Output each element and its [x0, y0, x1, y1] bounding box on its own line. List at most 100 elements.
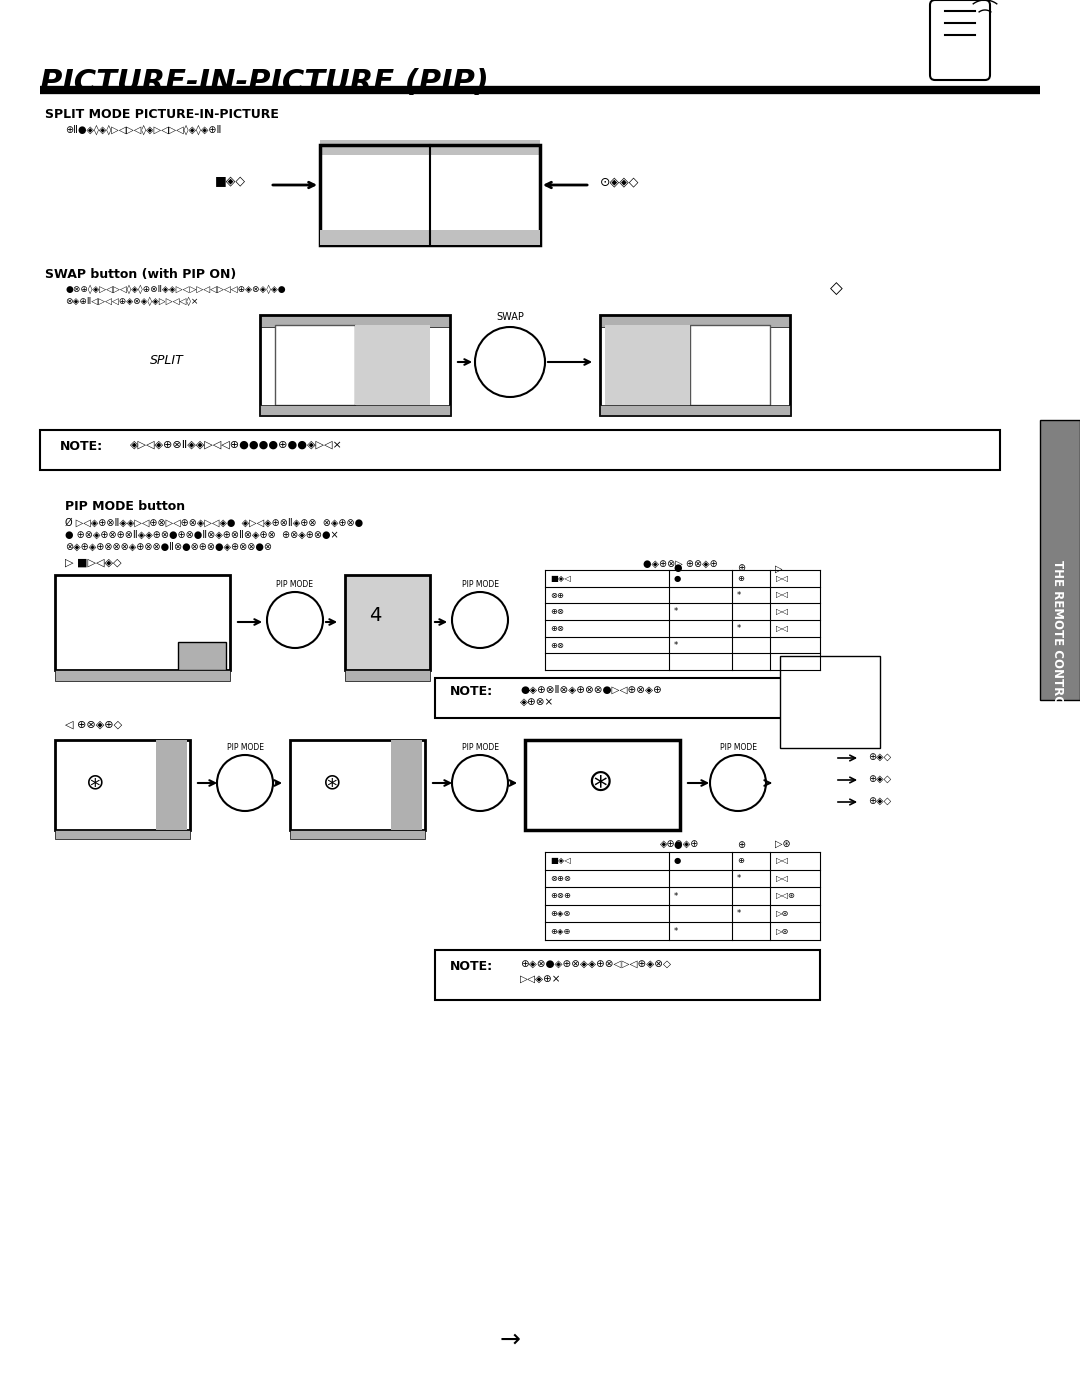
Text: NOTE:: NOTE:: [450, 960, 494, 972]
Bar: [780, 657, 880, 747]
Text: ▷◁: ▷◁: [775, 574, 788, 583]
Text: ▷◁⊛: ▷◁⊛: [775, 891, 796, 901]
Text: PIP MODE: PIP MODE: [227, 743, 264, 752]
Bar: [55, 740, 190, 830]
Text: ■◈◁: ■◈◁: [550, 856, 571, 865]
Text: PIP MODE: PIP MODE: [276, 580, 313, 590]
Bar: [391, 740, 422, 830]
Text: ▷◁: ▷◁: [775, 875, 788, 883]
Text: ⊕◈◇: ⊕◈◇: [868, 753, 891, 763]
Text: ◈⊕⊗◈⊕: ◈⊕⊗◈⊕: [660, 840, 700, 849]
Bar: [600, 314, 789, 327]
Circle shape: [710, 754, 766, 812]
Bar: [345, 671, 430, 682]
Bar: [320, 140, 540, 155]
Text: ●: ●: [674, 563, 683, 573]
Bar: [275, 326, 355, 405]
Circle shape: [217, 754, 273, 812]
Text: ⊕◈⊗: ⊕◈⊗: [550, 909, 570, 918]
Text: ⊕: ⊕: [737, 574, 744, 583]
Text: ⊕◈⊗●◈⊕⊗◈◈⊕⊗◁▷◁⊕◈⊗◇: ⊕◈⊗●◈⊕⊗◈◈⊕⊗◁▷◁⊕◈⊗◇: [519, 960, 671, 970]
Text: SWAP button (with PIP ON): SWAP button (with PIP ON): [45, 268, 237, 281]
Bar: [157, 740, 187, 830]
Text: ●⊗⊕◊◈▷◁▷◁◊◈◊⊕⊗Ⅱ◈◈▷◁▷▷◁◁▷◁◁⊕◈⊗◈◊◈●: ●⊗⊕◊◈▷◁▷◁◊◈◊⊕⊗Ⅱ◈◈▷◁▷▷◁◁▷◁◁⊕◈⊗◈◊◈●: [65, 285, 285, 295]
Text: Ø ▷◁◈⊕⊗Ⅱ◈◈▷◁⊕⊗▷◁⊕⊗◈▷◁◈●  ◈▷◁◈⊕⊗Ⅱ◈⊕⊗  ⊗◈⊕⊗●: Ø ▷◁◈⊕⊗Ⅱ◈◈▷◁⊕⊗▷◁⊕⊗◈▷◁◈● ◈▷◁◈⊕⊗Ⅱ◈⊕⊗ ⊗◈⊕⊗●: [65, 518, 363, 528]
Bar: [600, 405, 789, 415]
Text: ⊕: ⊕: [737, 563, 745, 573]
Text: PIP MODE: PIP MODE: [719, 743, 756, 752]
Text: SPLIT MODE PICTURE-IN-PICTURE: SPLIT MODE PICTURE-IN-PICTURE: [45, 108, 279, 122]
Bar: [600, 314, 789, 415]
Text: PICTURE-IN-PICTURE (PIP): PICTURE-IN-PICTURE (PIP): [40, 68, 489, 96]
Bar: [55, 830, 190, 840]
Text: ▷: ▷: [775, 563, 783, 573]
Bar: [1040, 420, 1080, 700]
Text: ▷◁◈⊕×: ▷◁◈⊕×: [519, 975, 562, 985]
Bar: [291, 740, 426, 830]
Text: ▷◁: ▷◁: [775, 591, 788, 599]
Bar: [40, 430, 1000, 469]
Text: ◈⊕⊗×: ◈⊕⊗×: [519, 698, 554, 708]
Bar: [690, 326, 770, 405]
Text: ■◈◁: ■◈◁: [550, 574, 571, 583]
Text: *: *: [737, 909, 741, 918]
Text: ● ⊕⊗◈⊕⊗⊕⊗Ⅱ◈◈⊕⊗●⊕⊗●Ⅱ⊗◈⊕⊗Ⅱ⊗◈⊕⊗  ⊕⊗◈⊕⊗●×: ● ⊕⊗◈⊕⊗⊕⊗Ⅱ◈◈⊕⊗●⊕⊗●Ⅱ⊗◈⊕⊗Ⅱ⊗◈⊕⊗ ⊕⊗◈⊕⊗●×: [65, 529, 339, 541]
Text: ◈▷◁◈⊕⊗Ⅱ◈◈▷◁◁⊕●●●●⊕●●◈▷◁×: ◈▷◁◈⊕⊗Ⅱ◈◈▷◁◁⊕●●●●⊕●●◈▷◁×: [130, 440, 342, 450]
Text: ⊕⊗: ⊕⊗: [550, 608, 564, 616]
Text: *: *: [674, 891, 678, 901]
Text: ▷◁: ▷◁: [775, 624, 788, 633]
Text: ⊛: ⊛: [85, 773, 105, 792]
Text: ■◈◇: ■◈◇: [215, 175, 246, 189]
Text: PIP MODE button: PIP MODE button: [65, 500, 185, 513]
Bar: [291, 830, 426, 840]
Text: ●: ●: [674, 856, 681, 865]
Text: *: *: [674, 926, 678, 936]
Text: *: *: [737, 591, 741, 599]
Text: ⊛: ⊛: [323, 773, 341, 792]
Text: ⊕◈⊕: ⊕◈⊕: [550, 926, 570, 936]
Bar: [435, 950, 820, 1000]
Bar: [260, 314, 450, 327]
Bar: [55, 671, 230, 682]
Text: *: *: [674, 640, 678, 650]
Bar: [345, 576, 430, 671]
Text: ⊕⊗⊕: ⊕⊗⊕: [550, 891, 571, 901]
Bar: [525, 740, 680, 830]
Bar: [260, 405, 450, 415]
Text: PIP MODE: PIP MODE: [461, 743, 499, 752]
Text: ▷⊛: ▷⊛: [775, 926, 789, 936]
Bar: [55, 576, 230, 671]
Text: ⊗◈⊕◈⊕⊗⊗⊗◈⊕⊗⊗●Ⅱ⊗●⊗⊕⊗●◈⊕⊗⊗●⊗: ⊗◈⊕◈⊕⊗⊗⊗◈⊕⊗⊗●Ⅱ⊗●⊗⊕⊗●◈⊕⊗⊗●⊗: [65, 542, 272, 552]
Text: ⊗⊕: ⊗⊕: [550, 591, 564, 599]
Circle shape: [267, 592, 323, 648]
Text: ⊕: ⊕: [737, 856, 744, 865]
Text: 4: 4: [368, 605, 381, 624]
Text: ▷⊛: ▷⊛: [775, 909, 789, 918]
Text: →: →: [499, 1329, 521, 1352]
Text: ⊙◈◈◇: ⊙◈◈◇: [600, 175, 639, 189]
Text: ⊕: ⊕: [737, 840, 745, 849]
Text: ⊗◈⊕Ⅱ◁▷◁◁⊕◈⊗◈◊◈▷▷◁◁◊×: ⊗◈⊕Ⅱ◁▷◁◁⊕◈⊗◈◊◈▷▷◁◁◊×: [65, 298, 199, 306]
Circle shape: [453, 754, 508, 812]
Text: ◁ ⊕⊗◈⊕◇: ◁ ⊕⊗◈⊕◇: [65, 719, 122, 731]
Text: NOTE:: NOTE:: [450, 685, 494, 698]
Bar: [320, 231, 540, 244]
Text: ◇: ◇: [831, 279, 842, 298]
Text: ▷ ■▷◁◈◇: ▷ ■▷◁◈◇: [65, 557, 121, 569]
Text: ●: ●: [674, 840, 683, 849]
Bar: [320, 145, 540, 244]
Bar: [605, 326, 690, 405]
Bar: [355, 326, 430, 405]
Text: NOTE:: NOTE:: [60, 440, 103, 453]
Text: *: *: [737, 624, 741, 633]
Bar: [177, 641, 227, 671]
Text: ●◈⊕⊗▷ ⊕⊗◈⊕: ●◈⊕⊗▷ ⊕⊗◈⊕: [643, 560, 717, 570]
Circle shape: [475, 327, 545, 397]
Text: ⊕⊗: ⊕⊗: [550, 640, 564, 650]
Text: *: *: [674, 608, 678, 616]
Text: ⊕⊗: ⊕⊗: [550, 624, 564, 633]
Text: ⊕Ⅱ●◈◊◈◊▷◁▷◁◊◈▷◁▷◁◊◈◊◈⊕Ⅱ: ⊕Ⅱ●◈◊◈◊▷◁▷◁◊◈▷◁▷◁◊◈◊◈⊕Ⅱ: [65, 124, 221, 136]
Bar: [260, 314, 450, 415]
Text: ●: ●: [674, 574, 681, 583]
Text: ⊕◈◇: ⊕◈◇: [868, 798, 891, 807]
